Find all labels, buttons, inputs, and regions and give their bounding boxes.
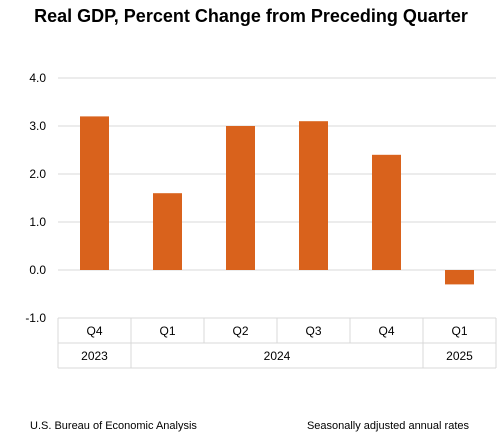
bar bbox=[226, 126, 255, 270]
bar bbox=[80, 116, 109, 271]
chart-title: Real GDP, Percent Change from Preceding … bbox=[34, 6, 468, 26]
year-label: 2023 bbox=[81, 349, 108, 363]
y-tick-label: 0.0 bbox=[29, 263, 46, 277]
year-label: 2025 bbox=[446, 349, 473, 363]
y-tick-label: 3.0 bbox=[29, 119, 46, 133]
bar bbox=[372, 154, 401, 270]
y-tick-label: -1.0 bbox=[25, 311, 46, 325]
source-note: U.S. Bureau of Economic Analysis bbox=[30, 420, 197, 432]
bar bbox=[445, 270, 474, 285]
y-tick-label: 2.0 bbox=[29, 167, 46, 181]
x-tick-label: Q1 bbox=[451, 324, 467, 338]
x-tick-label: Q3 bbox=[305, 324, 321, 338]
bar bbox=[153, 193, 182, 270]
y-tick-label: 1.0 bbox=[29, 215, 46, 229]
x-tick-label: Q4 bbox=[86, 324, 102, 338]
bar bbox=[299, 121, 328, 270]
x-tick-label: Q1 bbox=[159, 324, 175, 338]
rates-note: Seasonally adjusted annual rates bbox=[306, 420, 469, 432]
y-tick-label: 4.0 bbox=[29, 71, 46, 85]
year-label: 2024 bbox=[264, 349, 291, 363]
x-tick-label: Q2 bbox=[232, 324, 248, 338]
x-tick-label: Q4 bbox=[378, 324, 394, 338]
